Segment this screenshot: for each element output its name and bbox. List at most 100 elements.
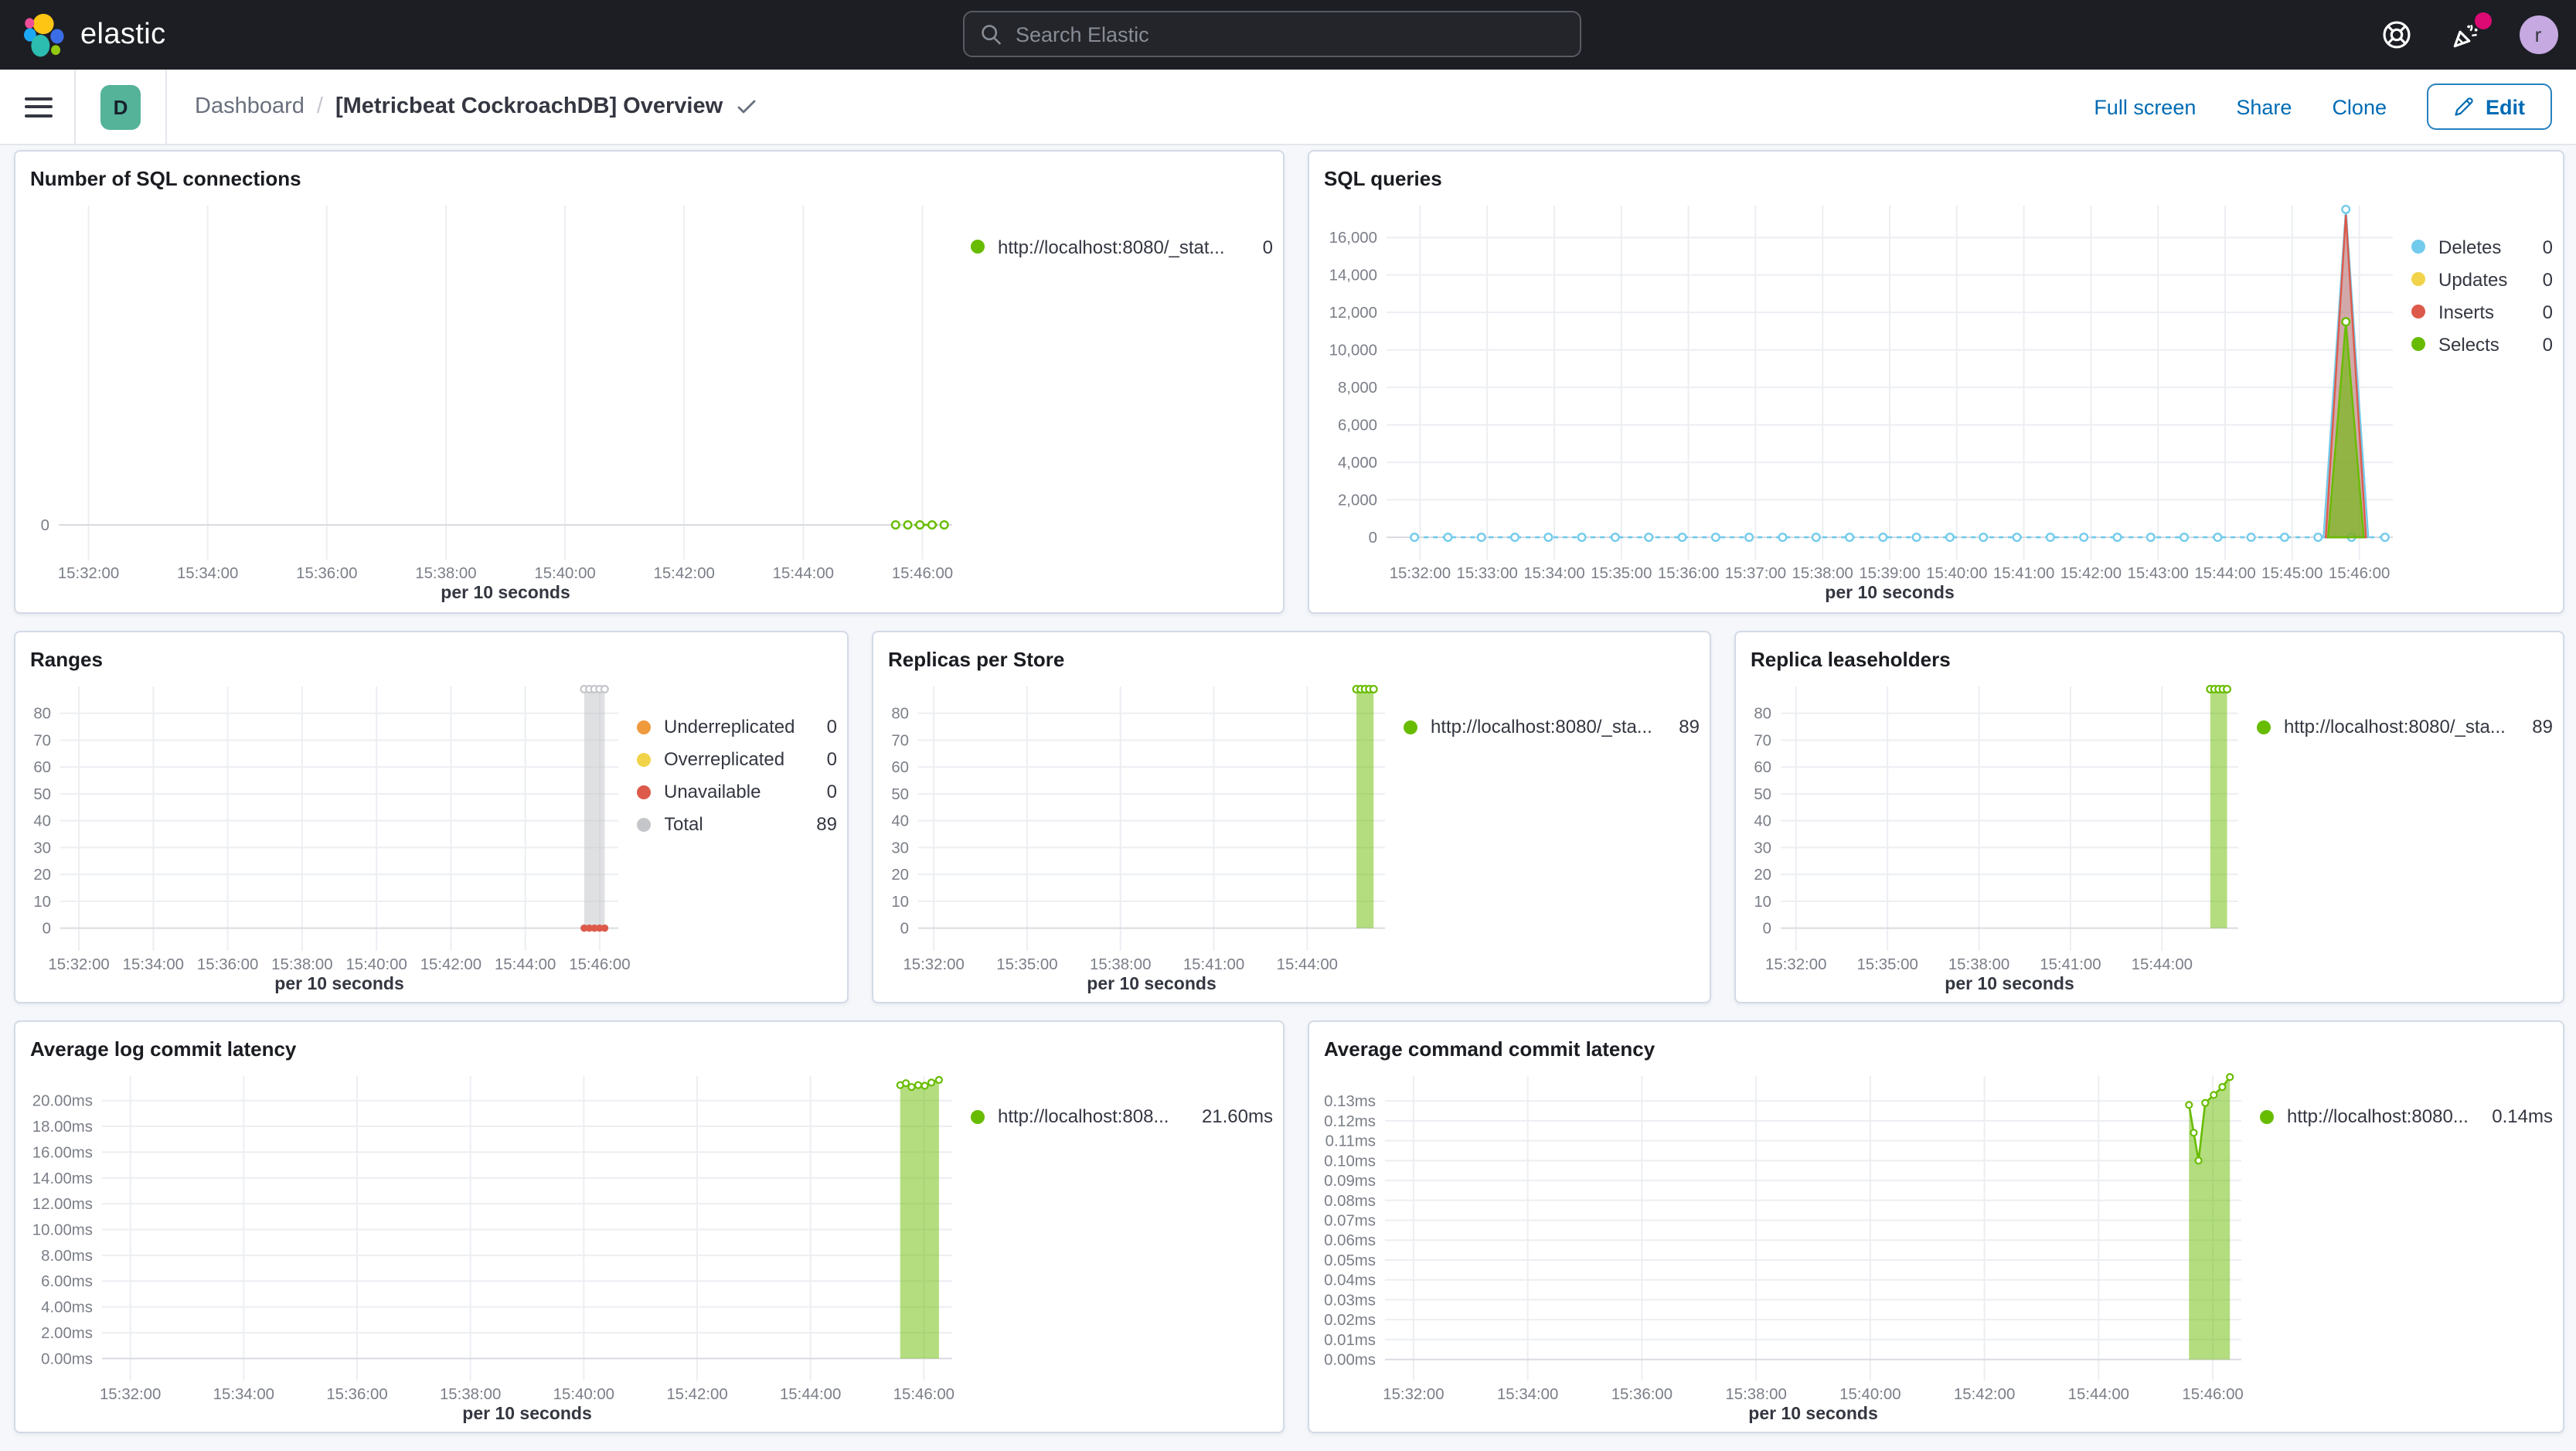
svg-text:15:36:00: 15:36:00: [196, 955, 257, 972]
legend-item[interactable]: Overreplicated 0: [636, 743, 837, 775]
edit-button[interactable]: Edit: [2427, 83, 2551, 130]
svg-text:per 10 seconds: per 10 seconds: [440, 582, 569, 602]
panel-title: Average log commit latency: [30, 1037, 297, 1060]
legend-item[interactable]: Unavailable 0: [636, 775, 837, 808]
global-search[interactable]: Search Elastic: [963, 11, 1581, 57]
svg-text:15:44:00: 15:44:00: [779, 1385, 840, 1402]
series-value: 0: [2542, 301, 2553, 322]
series-value: 0: [826, 781, 837, 802]
legend-item[interactable]: Updates 0: [2411, 263, 2553, 295]
svg-text:15:40:00: 15:40:00: [345, 955, 406, 972]
search-placeholder: Search Elastic: [1016, 22, 1149, 46]
svg-text:15:37:00: 15:37:00: [1724, 565, 1785, 582]
svg-text:15:32:00: 15:32:00: [99, 1385, 160, 1402]
breadcrumb-dashboard-link[interactable]: Dashboard: [195, 94, 305, 119]
svg-text:15:40:00: 15:40:00: [1839, 1385, 1900, 1402]
svg-text:15:32:00: 15:32:00: [47, 955, 108, 972]
legend-item[interactable]: http://localhost:8080... 0.14ms: [2259, 1100, 2553, 1133]
legend-item[interactable]: Inserts 0: [2411, 295, 2553, 328]
svg-text:15:34:00: 15:34:00: [122, 955, 183, 972]
menu-icon[interactable]: [25, 91, 53, 122]
chart-legend: http://localhost:8080... 0.14ms: [2259, 1063, 2553, 1429]
svg-text:0.12ms: 0.12ms: [1323, 1112, 1375, 1129]
svg-text:2,000: 2,000: [1337, 492, 1376, 509]
svg-text:15:33:00: 15:33:00: [1456, 565, 1517, 582]
space-badge[interactable]: D: [100, 84, 141, 129]
legend-item[interactable]: Deletes 0: [2411, 230, 2553, 263]
clone-button[interactable]: Clone: [2332, 95, 2387, 118]
legend-item[interactable]: Total 89: [636, 808, 837, 840]
title-caret-icon[interactable]: [735, 97, 757, 116]
svg-text:10: 10: [32, 893, 50, 910]
series-label: Inserts: [2438, 301, 2495, 322]
series-label: Underreplicated: [664, 716, 795, 737]
legend-item[interactable]: http://localhost:8080/_stat... 0: [970, 230, 1273, 263]
series-color-dot: [636, 720, 650, 734]
svg-text:15:44:00: 15:44:00: [2193, 565, 2254, 582]
svg-text:10.00ms: 10.00ms: [32, 1221, 92, 1238]
user-avatar[interactable]: r: [2519, 15, 2557, 54]
svg-text:per 10 seconds: per 10 seconds: [1747, 1402, 1877, 1422]
share-button[interactable]: Share: [2236, 95, 2292, 118]
series-color-dot: [970, 1109, 984, 1123]
svg-text:15:36:00: 15:36:00: [1611, 1385, 1672, 1402]
series-color-dot: [970, 240, 984, 254]
legend-item[interactable]: Selects 0: [2411, 328, 2553, 360]
chart-legend: Underreplicated 0 Overreplicated 0 Unavailab…: [636, 673, 837, 999]
svg-text:15:38:00: 15:38:00: [1724, 1385, 1785, 1402]
chart-svg: 15:32:00 15:35:00 15:38:00 15:41:00 15:44:00…: [1753, 683, 2237, 993]
series-label: http://localhost:8080/_stat...: [998, 236, 1225, 257]
edit-button-label: Edit: [2486, 95, 2525, 118]
dashboard-grid: Number of SQL connections 15:32:00 15:34:…: [0, 145, 2576, 1433]
svg-text:0.08ms: 0.08ms: [1323, 1192, 1375, 1209]
svg-text:40: 40: [890, 812, 908, 829]
svg-text:15:41:00: 15:41:00: [2039, 955, 2100, 972]
svg-text:15:40:00: 15:40:00: [1925, 565, 1986, 582]
breadcrumb-separator: /: [316, 94, 323, 119]
series-color-dot: [1403, 720, 1417, 734]
legend-item[interactable]: http://localhost:8080/_sta... 89: [1403, 710, 1700, 743]
svg-text:15:40:00: 15:40:00: [533, 565, 594, 582]
svg-text:0.07ms: 0.07ms: [1323, 1211, 1375, 1228]
series-value: 0.14ms: [2492, 1105, 2553, 1127]
svg-text:15:34:00: 15:34:00: [1496, 1385, 1557, 1402]
series-label: Updates: [2438, 268, 2508, 290]
elastic-logo[interactable]: elastic: [22, 12, 166, 58]
series-value: 0: [2542, 268, 2553, 290]
help-icon[interactable]: [2380, 18, 2414, 52]
page-title: [Metricbeat CockroachDB] Overview: [335, 94, 723, 119]
chart-ranges: 15:32:00 15:34:00 15:36:00 15:38:00 15:40:00…: [18, 673, 636, 999]
svg-text:8.00ms: 8.00ms: [40, 1247, 92, 1264]
svg-text:40: 40: [32, 812, 50, 829]
svg-text:0: 0: [40, 517, 49, 534]
legend-item[interactable]: Underreplicated 0: [636, 710, 837, 743]
notification-dot: [2474, 12, 2491, 29]
full-screen-button[interactable]: Full screen: [2094, 95, 2197, 118]
series-label: Deletes: [2438, 236, 2502, 257]
whats-new-icon[interactable]: [2449, 12, 2491, 52]
divider: [165, 70, 167, 144]
search-icon: [982, 24, 1002, 44]
panel-title: Replica leaseholders: [1751, 647, 1951, 670]
svg-text:0.04ms: 0.04ms: [1323, 1272, 1375, 1289]
svg-text:40: 40: [1753, 812, 1771, 829]
svg-text:30: 30: [32, 839, 50, 856]
svg-text:per 10 seconds: per 10 seconds: [461, 1402, 590, 1422]
svg-text:15:35:00: 15:35:00: [995, 955, 1057, 972]
svg-text:15:44:00: 15:44:00: [494, 955, 555, 972]
chart-svg: 15:32:00 15:34:00 15:36:00 15:38:00 15:40:00…: [32, 683, 630, 993]
svg-text:15:38:00: 15:38:00: [1792, 565, 1853, 582]
svg-text:20: 20: [1753, 866, 1771, 883]
legend-item[interactable]: http://localhost:808... 21.60ms: [970, 1100, 1273, 1133]
svg-text:15:35:00: 15:35:00: [1856, 955, 1917, 972]
legend-item[interactable]: http://localhost:8080/_sta... 89: [2256, 710, 2553, 743]
svg-text:per 10 seconds: per 10 seconds: [1086, 972, 1215, 993]
elastic-logo-icon: [24, 12, 64, 56]
svg-text:15:32:00: 15:32:00: [1382, 1385, 1443, 1402]
panel-number-of-sql-connections: Number of SQL connections 15:32:00 15:34:…: [13, 150, 1284, 614]
space-initial: D: [113, 95, 128, 118]
svg-text:50: 50: [1753, 785, 1771, 802]
svg-text:per 10 seconds: per 10 seconds: [1944, 972, 2073, 993]
svg-text:15:40:00: 15:40:00: [553, 1385, 614, 1402]
svg-text:0: 0: [1368, 530, 1376, 547]
